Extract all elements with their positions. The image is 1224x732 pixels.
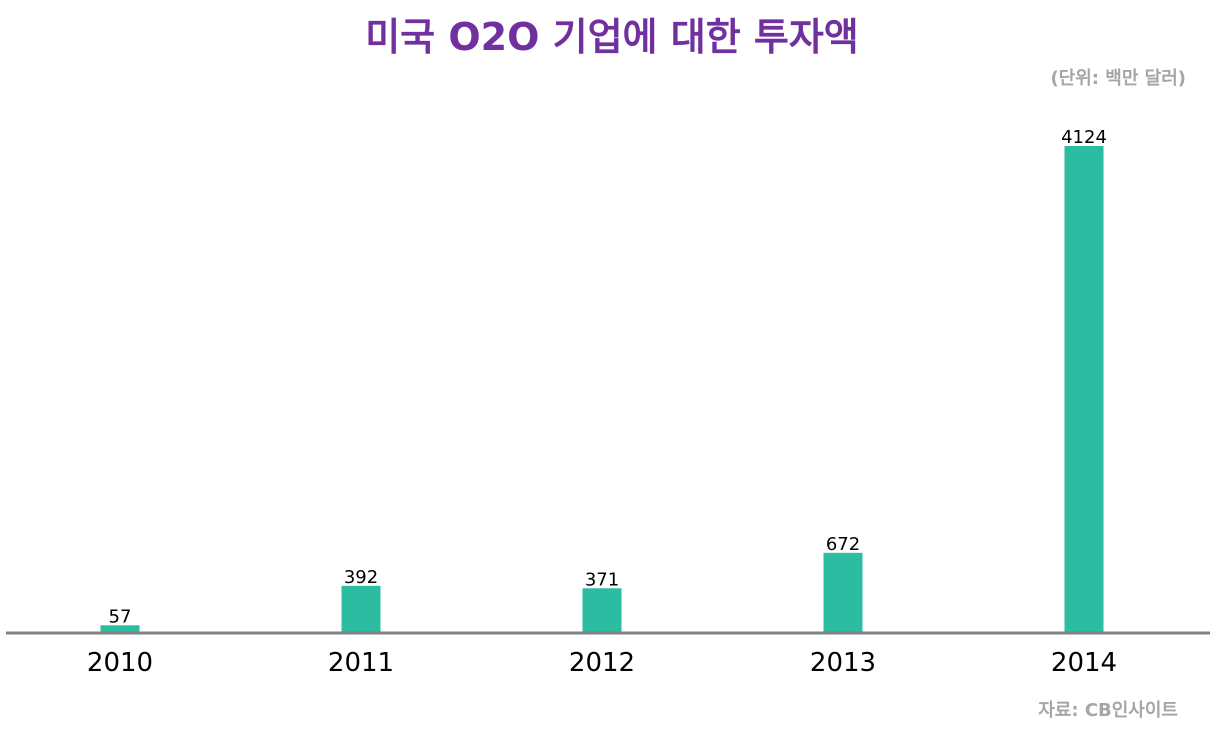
data-label-2011: 392 [344, 567, 378, 588]
bar-2011 [341, 585, 381, 632]
x-tick-label-2010: 2010 [87, 648, 153, 678]
data-label-2010: 57 [109, 606, 132, 627]
x-tick-label-2014: 2014 [1051, 648, 1117, 678]
x-tick-label-2012: 2012 [569, 648, 635, 678]
x-tick-labels-group: 2010 2011 2012 2013 2014 [87, 648, 1117, 678]
bar-labels-group: 57 392 371 672 4124 [109, 127, 1107, 627]
unit-note: (단위: 백만 달러) [1050, 68, 1186, 89]
source-note: 자료: CB인사이트 [1038, 700, 1178, 721]
chart-title: 미국 O2O 기업에 대한 투자액 [365, 15, 859, 59]
bar-2013 [823, 552, 863, 632]
x-tick-label-2011: 2011 [328, 648, 394, 678]
bars-group [100, 146, 1104, 632]
data-label-2013: 672 [826, 534, 860, 555]
bar-2010 [100, 625, 140, 632]
bar-2014 [1064, 146, 1104, 632]
bar-2012 [582, 588, 622, 632]
data-label-2012: 371 [585, 569, 619, 590]
data-label-2014: 4124 [1061, 127, 1107, 148]
x-tick-label-2013: 2013 [810, 648, 876, 678]
